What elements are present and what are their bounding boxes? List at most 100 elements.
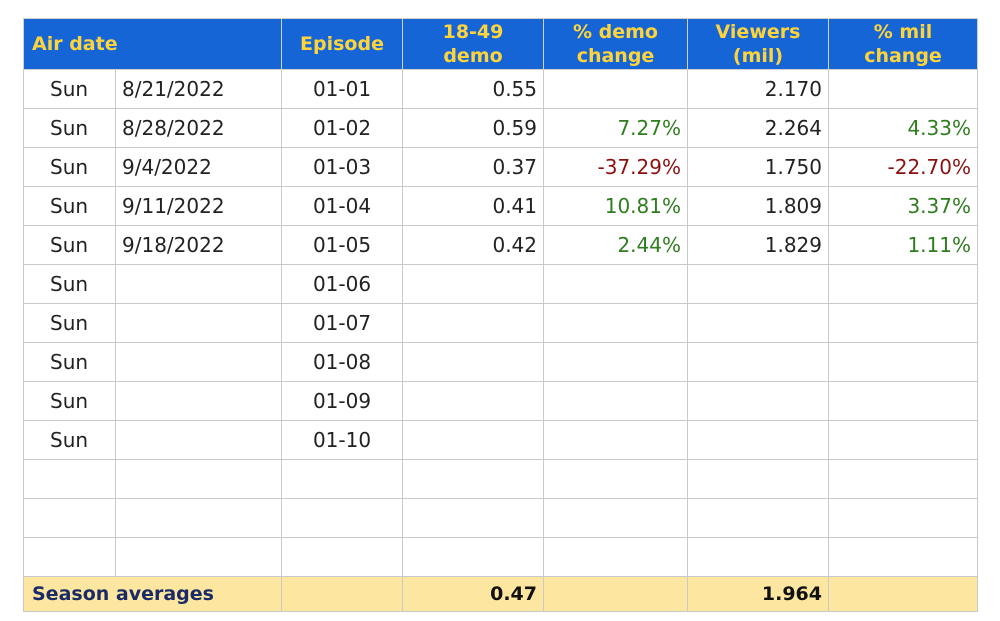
- demo-change-cell: 2.44%: [543, 225, 688, 265]
- viewers-cell: [687, 342, 829, 382]
- viewers-cell: 1.829: [687, 225, 829, 265]
- date-cell: [115, 459, 282, 499]
- viewers-cell: [687, 459, 829, 499]
- season-averages-row: Season averages 0.47 1.964: [23, 576, 978, 612]
- mil-change-cell: -22.70%: [828, 147, 978, 187]
- table-row: Sun 9/4/2022 01-03 0.37 -37.29% 1.750 -22.70%: [23, 147, 978, 187]
- demo-change-cell: [543, 69, 688, 109]
- demo-change-cell: 7.27%: [543, 108, 688, 148]
- episode-cell: 01-08: [281, 342, 403, 382]
- demo-change-cell: [543, 303, 688, 343]
- episode-cell: 01-07: [281, 303, 403, 343]
- mil-change-cell: [828, 537, 978, 577]
- episode-cell: [281, 537, 403, 577]
- ratings-table: Air date Episode 18-49 demo % demo chang…: [23, 18, 978, 612]
- header-row: Air date Episode 18-49 demo % demo chang…: [23, 18, 978, 70]
- demo-cell: [402, 537, 544, 577]
- table-row: Sun 01-06: [23, 264, 978, 304]
- demo-cell: [402, 498, 544, 538]
- date-cell: [115, 498, 282, 538]
- demo-cell: [402, 303, 544, 343]
- date-cell: 9/11/2022: [115, 186, 282, 226]
- mil-change-cell: 1.11%: [828, 225, 978, 265]
- demo-cell: [402, 264, 544, 304]
- date-cell: 9/18/2022: [115, 225, 282, 265]
- episode-cell: 01-09: [281, 381, 403, 421]
- episode-cell: [281, 498, 403, 538]
- date-cell: [115, 537, 282, 577]
- demo-cell: [402, 342, 544, 382]
- day-cell: [23, 537, 116, 577]
- date-cell: [115, 264, 282, 304]
- viewers-cell: [687, 420, 829, 460]
- demo-cell: [402, 459, 544, 499]
- demo-cell: [402, 381, 544, 421]
- table-row: Sun 01-08: [23, 342, 978, 382]
- day-cell: Sun: [23, 303, 116, 343]
- table-row: Sun 8/28/2022 01-02 0.59 7.27% 2.264 4.33%: [23, 108, 978, 148]
- header-mil-change-line2: change: [864, 45, 942, 67]
- date-cell: [115, 342, 282, 382]
- viewers-average: 1.964: [687, 576, 829, 612]
- header-demo-change-line1: % demo: [573, 21, 658, 43]
- date-cell: [115, 303, 282, 343]
- mil-change-cell: [828, 342, 978, 382]
- viewers-cell: [687, 537, 829, 577]
- day-cell: Sun: [23, 69, 116, 109]
- demo-cell: 0.55: [402, 69, 544, 109]
- date-cell: 8/28/2022: [115, 108, 282, 148]
- table-row: [23, 498, 978, 538]
- mil-change-cell: [828, 381, 978, 421]
- footer-mil-change-cell: [828, 576, 978, 612]
- header-demo-change-line2: change: [576, 45, 655, 67]
- header-viewers-line2: (mil): [732, 45, 784, 67]
- episode-cell: 01-04: [281, 186, 403, 226]
- viewers-cell: [687, 303, 829, 343]
- mil-change-cell: [828, 459, 978, 499]
- table-row: Sun 01-07: [23, 303, 978, 343]
- header-demo-change: % demo change: [543, 18, 688, 70]
- demo-change-cell: [543, 459, 688, 499]
- table-row: Sun 01-09: [23, 381, 978, 421]
- table-row: Sun 9/18/2022 01-05 0.42 2.44% 1.829 1.11%: [23, 225, 978, 265]
- table-body: Sun 8/21/2022 01-01 0.55 2.170 Sun 8/28/2022 01…: [23, 69, 978, 577]
- mil-change-cell: [828, 498, 978, 538]
- episode-cell: 01-02: [281, 108, 403, 148]
- header-viewers-line1: Viewers: [715, 21, 801, 43]
- day-cell: Sun: [23, 381, 116, 421]
- viewers-cell: 1.750: [687, 147, 829, 187]
- header-mil-change-line1: % mil: [873, 21, 933, 43]
- day-cell: Sun: [23, 342, 116, 382]
- date-cell: [115, 381, 282, 421]
- header-demo: 18-49 demo: [402, 18, 544, 70]
- day-cell: Sun: [23, 264, 116, 304]
- demo-change-cell: [543, 498, 688, 538]
- header-air-date: Air date: [23, 18, 282, 70]
- demo-cell: 0.37: [402, 147, 544, 187]
- table-row: [23, 459, 978, 499]
- header-demo-line1: 18-49: [442, 21, 504, 43]
- episode-cell: 01-05: [281, 225, 403, 265]
- date-cell: 8/21/2022: [115, 69, 282, 109]
- viewers-cell: 1.809: [687, 186, 829, 226]
- footer-demo-change-cell: [543, 576, 688, 612]
- mil-change-cell: [828, 69, 978, 109]
- episode-cell: 01-06: [281, 264, 403, 304]
- day-cell: Sun: [23, 420, 116, 460]
- footer-episode-cell: [281, 576, 403, 612]
- demo-change-cell: [543, 264, 688, 304]
- episode-cell: 01-10: [281, 420, 403, 460]
- day-cell: Sun: [23, 108, 116, 148]
- demo-change-cell: [543, 537, 688, 577]
- episode-cell: 01-01: [281, 69, 403, 109]
- date-cell: 9/4/2022: [115, 147, 282, 187]
- episode-cell: 01-03: [281, 147, 403, 187]
- demo-cell: [402, 420, 544, 460]
- demo-change-cell: [543, 342, 688, 382]
- day-cell: Sun: [23, 147, 116, 187]
- header-viewers: Viewers (mil): [687, 18, 829, 70]
- season-averages-label: Season averages: [23, 576, 282, 612]
- viewers-cell: 2.264: [687, 108, 829, 148]
- demo-cell: 0.42: [402, 225, 544, 265]
- mil-change-cell: [828, 303, 978, 343]
